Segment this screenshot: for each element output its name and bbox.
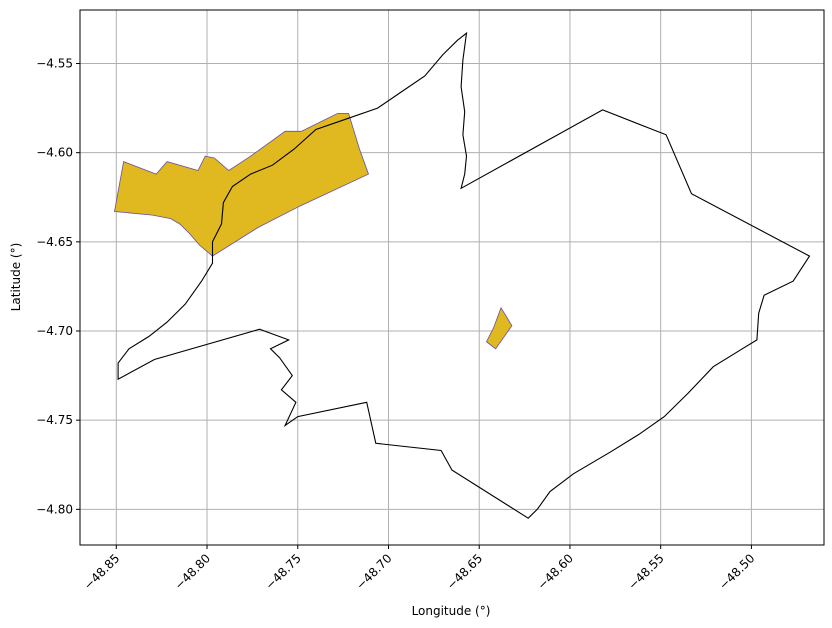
y-tick-label: −4.65 <box>36 235 73 249</box>
x-tick-label: −48.70 <box>353 551 394 592</box>
x-tick-label: −48.55 <box>625 551 666 592</box>
x-tick-label: −48.50 <box>716 551 757 592</box>
y-tick-label: −4.80 <box>36 502 73 516</box>
y-tick-label: −4.60 <box>36 146 73 160</box>
highlighted-regions <box>114 113 513 350</box>
y-axis: −4.80 −4.75 −4.70 −4.65 −4.60 −4.55 <box>36 57 80 516</box>
x-axis: −48.85 −48.80 −48.75 −48.70 −48.65 −48.60 −48.… <box>81 545 758 593</box>
plot-frame <box>79 9 825 546</box>
highlighted-region-1 <box>114 113 370 257</box>
x-tick-label: −48.85 <box>81 551 122 592</box>
grid-vertical <box>115 10 752 545</box>
y-tick-label: −4.55 <box>36 57 73 71</box>
x-tick-label: −48.75 <box>263 551 304 592</box>
highlighted-region-2 <box>485 306 513 350</box>
x-tick-label: −48.80 <box>172 551 213 592</box>
y-tick-label: −4.75 <box>36 413 73 427</box>
x-axis-label: Longitude (°) <box>412 604 491 618</box>
x-tick-label: −48.65 <box>444 551 485 592</box>
x-tick-label: −48.60 <box>535 551 576 592</box>
grid-horizontal <box>80 63 824 510</box>
municipality-boundary <box>117 31 811 519</box>
y-axis-label: Latitude (°) <box>9 243 23 312</box>
y-tick-label: −4.70 <box>36 324 73 338</box>
